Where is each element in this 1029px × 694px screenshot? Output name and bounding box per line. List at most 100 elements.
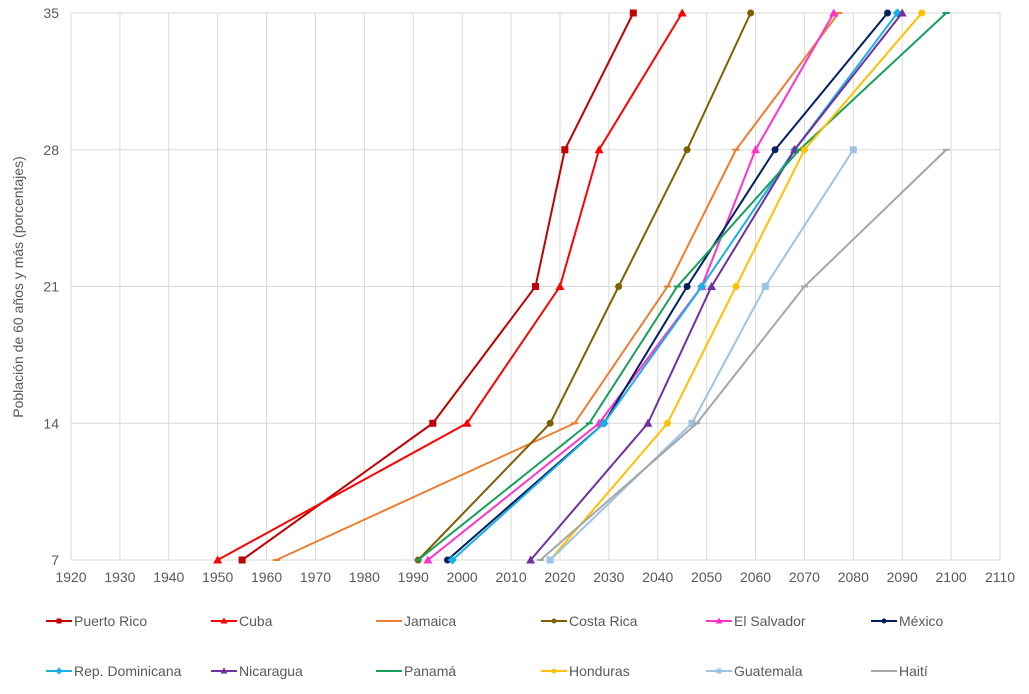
data-point bbox=[849, 146, 857, 154]
x-tick-label: 1980 bbox=[349, 569, 380, 585]
data-point bbox=[771, 146, 779, 154]
data-point bbox=[897, 8, 907, 17]
legend-label: Haití bbox=[899, 663, 928, 679]
data-point bbox=[677, 8, 687, 17]
series-10 bbox=[546, 146, 857, 564]
legend-item: Cuba bbox=[211, 611, 272, 631]
legend-item: El Salvador bbox=[706, 611, 806, 631]
legend-label: Rep. Dominicana bbox=[74, 663, 182, 679]
data-point bbox=[546, 556, 554, 564]
legend-swatch bbox=[871, 670, 897, 672]
x-tick-label: 1950 bbox=[202, 569, 233, 585]
legend-swatch bbox=[541, 668, 567, 674]
line-chart: 1920 1930 1940 1950 1960 1970 1980 1990 2000 2010… bbox=[10, 5, 1015, 585]
legend-item: Costa Rica bbox=[541, 611, 637, 631]
data-point bbox=[423, 555, 433, 564]
x-tick-label: 1920 bbox=[55, 569, 86, 585]
series-9 bbox=[546, 9, 926, 564]
data-point bbox=[751, 145, 761, 154]
x-tick-label: 2110 bbox=[985, 569, 1015, 585]
data-point bbox=[599, 418, 609, 428]
x-tick-label: 1960 bbox=[251, 569, 282, 585]
series-3 bbox=[414, 9, 755, 564]
series-lines bbox=[213, 8, 950, 565]
data-point bbox=[664, 419, 672, 427]
x-tick-label: 1930 bbox=[104, 569, 135, 585]
legend-label: Puerto Rico bbox=[74, 613, 148, 629]
data-point bbox=[526, 555, 536, 564]
data-point bbox=[942, 148, 950, 151]
data-point bbox=[693, 422, 701, 425]
legend-label: Honduras bbox=[569, 663, 630, 679]
data-point bbox=[835, 12, 843, 14]
x-axis-ticks: 1920 1930 1940 1950 1960 1970 1980 1990 2000 2010… bbox=[55, 569, 1015, 585]
y-tick-label: 35 bbox=[43, 5, 59, 21]
series-0 bbox=[238, 9, 637, 564]
legend-label: Jamaica bbox=[404, 613, 457, 629]
data-point bbox=[532, 283, 539, 290]
legend-marker bbox=[56, 618, 62, 624]
data-point bbox=[747, 9, 755, 17]
legend-marker bbox=[220, 667, 228, 674]
legend-marker bbox=[55, 667, 63, 675]
legend-item: Puerto Rico bbox=[46, 611, 147, 631]
data-point bbox=[918, 9, 926, 17]
legend-item: México bbox=[871, 611, 943, 631]
legend-marker bbox=[715, 617, 723, 624]
data-point bbox=[732, 148, 740, 151]
data-point bbox=[213, 555, 223, 564]
legend-marker bbox=[386, 620, 392, 622]
legend-swatch bbox=[46, 618, 72, 624]
y-tick-label: 28 bbox=[43, 142, 59, 158]
data-point bbox=[761, 283, 769, 290]
series-11 bbox=[536, 148, 950, 561]
legend-label: Costa Rica bbox=[569, 613, 638, 629]
x-tick-label: 2080 bbox=[838, 569, 869, 585]
legend: Puerto Rico Cuba Jamaica Costa Rica El Salva… bbox=[0, 606, 1029, 694]
legend-swatch bbox=[211, 667, 237, 674]
data-point bbox=[238, 556, 246, 564]
x-tick-label: 2070 bbox=[789, 569, 820, 585]
legend-swatch bbox=[706, 668, 732, 674]
data-point bbox=[594, 145, 604, 154]
legend-item: Rep. Dominicana bbox=[46, 661, 181, 681]
legend-marker bbox=[220, 617, 228, 624]
data-point bbox=[272, 559, 280, 561]
data-point bbox=[443, 556, 451, 564]
series-line bbox=[549, 149, 855, 561]
legend-swatch bbox=[871, 618, 897, 624]
data-point bbox=[555, 282, 565, 290]
data-point bbox=[571, 422, 579, 425]
x-tick-label: 2060 bbox=[740, 569, 771, 585]
data-point bbox=[707, 282, 717, 290]
data-point bbox=[800, 285, 808, 288]
x-tick-label: 2000 bbox=[447, 569, 478, 585]
series-2 bbox=[272, 12, 843, 561]
series-1 bbox=[213, 8, 687, 564]
legend-item: Guatemala bbox=[706, 661, 802, 681]
series-5 bbox=[443, 9, 892, 564]
data-point bbox=[615, 283, 623, 290]
legend-swatch bbox=[46, 667, 72, 675]
legend-marker bbox=[881, 618, 887, 624]
legend-marker bbox=[881, 670, 887, 672]
x-tick-label: 1940 bbox=[153, 569, 184, 585]
data-point bbox=[664, 285, 672, 288]
x-tick-label: 2090 bbox=[887, 569, 918, 585]
x-tick-label: 2040 bbox=[642, 569, 673, 585]
data-point bbox=[414, 559, 422, 561]
data-point bbox=[942, 12, 950, 14]
x-tick-label: 1970 bbox=[300, 569, 331, 585]
legend-swatch bbox=[541, 618, 567, 624]
data-point bbox=[643, 418, 653, 427]
y-tick-label: 14 bbox=[43, 415, 59, 431]
legend-swatch bbox=[211, 617, 237, 624]
data-point bbox=[585, 422, 593, 425]
legend-label: El Salvador bbox=[734, 613, 806, 629]
legend-marker bbox=[386, 670, 392, 672]
y-axis-label: Población de 60 años y más (porcentajes) bbox=[10, 156, 26, 417]
x-tick-label: 2030 bbox=[593, 569, 624, 585]
x-tick-label: 2020 bbox=[544, 569, 575, 585]
legend-item: Haití bbox=[871, 661, 928, 681]
y-tick-label: 7 bbox=[51, 552, 59, 568]
